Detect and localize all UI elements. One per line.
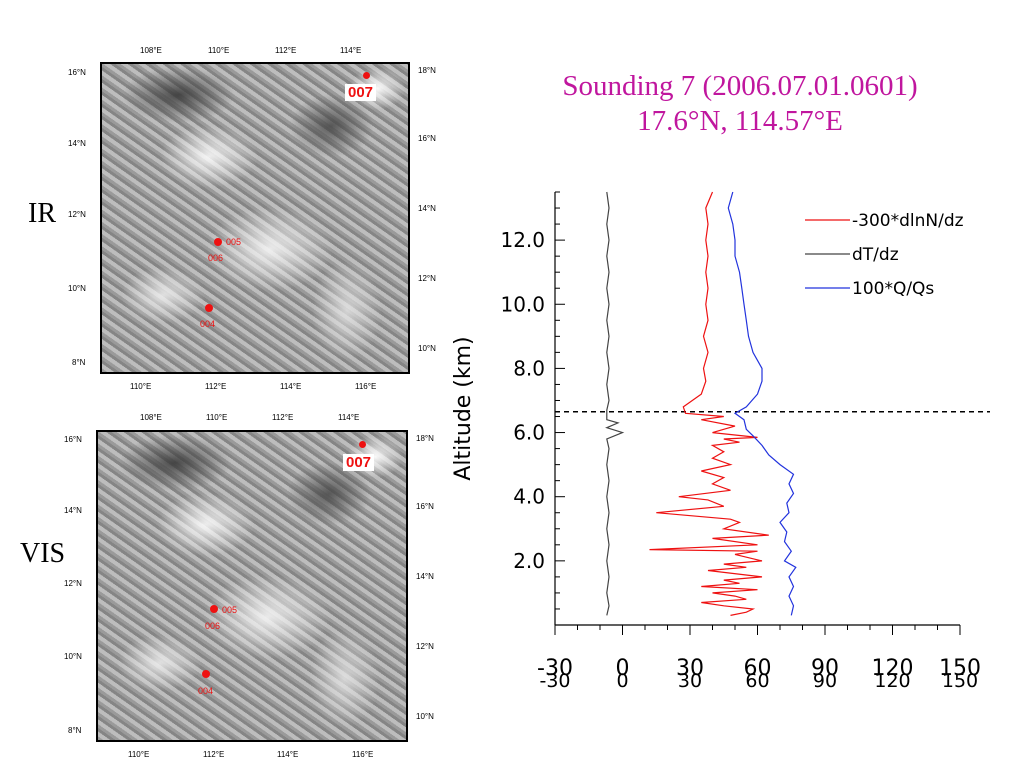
sounding-label-005: 005 — [222, 605, 238, 615]
ir-right-tick: 14°N — [418, 204, 436, 213]
x-tick-label: 90 — [811, 656, 839, 681]
sounding-label-004: 004 — [198, 686, 214, 696]
sounding-marker — [214, 238, 222, 246]
ir-bottom-tick: 112°E — [205, 382, 227, 391]
vis-bottom-tick: 110°E — [128, 750, 150, 759]
vis-top-tick: 114°E — [338, 413, 360, 422]
vis-top-tick: 112°E — [272, 413, 294, 422]
vis-bottom-tick: 114°E — [277, 750, 299, 759]
vis-right-tick: 12°N — [416, 642, 434, 651]
ir-bottom-tick: 116°E — [355, 382, 377, 391]
legend-label: -300*dlnN/dz — [852, 211, 964, 231]
x-tick-label-secondary: 150 — [942, 670, 978, 692]
vis-top-tick: 108°E — [140, 413, 162, 422]
vis-top-tick: 110°E — [206, 413, 228, 422]
x-tick-label: 120 — [872, 656, 914, 681]
vis-right-tick: 16°N — [416, 502, 434, 511]
vis-right-tick: 18°N — [416, 434, 434, 443]
ir-top-tick: 110°E — [208, 46, 230, 55]
x-tick-label: 30 — [676, 656, 704, 681]
ir-right-tick: 12°N — [418, 274, 436, 283]
chart-title-line1: Sounding 7 (2006.07.01.0601) — [562, 70, 918, 102]
ir-cloud-image — [100, 62, 410, 374]
sounding-label-007: 007 — [343, 454, 375, 471]
vis-left-tick: 14°N — [64, 506, 82, 515]
sounding-label-005: 005 — [226, 237, 242, 247]
sounding-marker — [202, 670, 210, 678]
sounding-marker — [205, 304, 213, 312]
ir-top-tick: 112°E — [275, 46, 297, 55]
series-line-2 — [605, 191, 625, 616]
ir-right-tick: 16°N — [418, 134, 436, 143]
ir-left-tick: 10°N — [68, 284, 86, 293]
y-tick-label: 12.0 — [500, 228, 545, 252]
y-tick-label: 10.0 — [500, 292, 545, 316]
ir-right-tick: 18°N — [418, 66, 436, 75]
ir-left-tick: 14°N — [68, 139, 86, 148]
y-tick-label: 6.0 — [513, 421, 545, 445]
y-tick-label: 2.0 — [513, 549, 545, 573]
ir-bottom-tick: 110°E — [130, 382, 152, 391]
x-tick-label: 60 — [744, 656, 772, 681]
ir-left-tick: 12°N — [68, 210, 86, 219]
y-axis-title: Altitude (km) — [451, 336, 476, 480]
ir-top-tick: 114°E — [340, 46, 362, 55]
sounding-marker — [210, 605, 218, 613]
x-tick-label-secondary: 30 — [678, 670, 702, 692]
vis-cloud-image — [96, 430, 408, 742]
sounding-label-006: 006 — [208, 253, 224, 263]
vis-left-tick: 8°N — [68, 726, 82, 735]
vis-left-tick: 16°N — [64, 435, 82, 444]
ir-bottom-tick: 114°E — [280, 382, 302, 391]
y-tick-label: 8.0 — [513, 356, 545, 380]
vis-right-tick: 14°N — [416, 572, 434, 581]
vis-right-tick: 10°N — [416, 712, 434, 721]
x-tick-label-secondary: -30 — [539, 670, 570, 692]
vis-bottom-tick: 116°E — [352, 750, 374, 759]
sounding-label-004: 004 — [200, 319, 216, 329]
x-tick-label-secondary: 120 — [874, 670, 910, 692]
ir-right-tick: 10°N — [418, 344, 436, 353]
x-tick-label: -30 — [537, 656, 573, 681]
ir-left-tick: 16°N — [68, 68, 86, 77]
legend-label: 100*Q/Qs — [852, 279, 934, 299]
sounding-marker — [363, 72, 370, 79]
vis-panel-label: VIS — [20, 538, 66, 569]
legend-label: dT/dz — [852, 245, 899, 265]
series-line-3 — [727, 191, 797, 616]
sounding-marker — [359, 441, 366, 448]
y-tick-label: 4.0 — [513, 485, 545, 509]
vis-bottom-tick: 112°E — [203, 750, 225, 759]
x-tick-label-secondary: 60 — [745, 670, 769, 692]
ir-left-tick: 8°N — [72, 358, 86, 367]
x-tick-label: 150 — [939, 656, 981, 681]
vis-left-tick: 12°N — [64, 579, 82, 588]
vis-left-tick: 10°N — [64, 652, 82, 661]
series-line-1 — [649, 191, 769, 616]
sounding-label-007: 007 — [345, 84, 377, 101]
x-tick-label-secondary: 0 — [616, 670, 628, 692]
x-tick-label-secondary: 90 — [813, 670, 837, 692]
chart-title-line2: 17.6°N, 114.57°E — [637, 105, 843, 137]
ir-top-tick: 108°E — [140, 46, 162, 55]
x-tick-label: 0 — [616, 656, 630, 681]
sounding-label-006: 006 — [205, 621, 221, 631]
ir-panel-label: IR — [28, 198, 56, 229]
